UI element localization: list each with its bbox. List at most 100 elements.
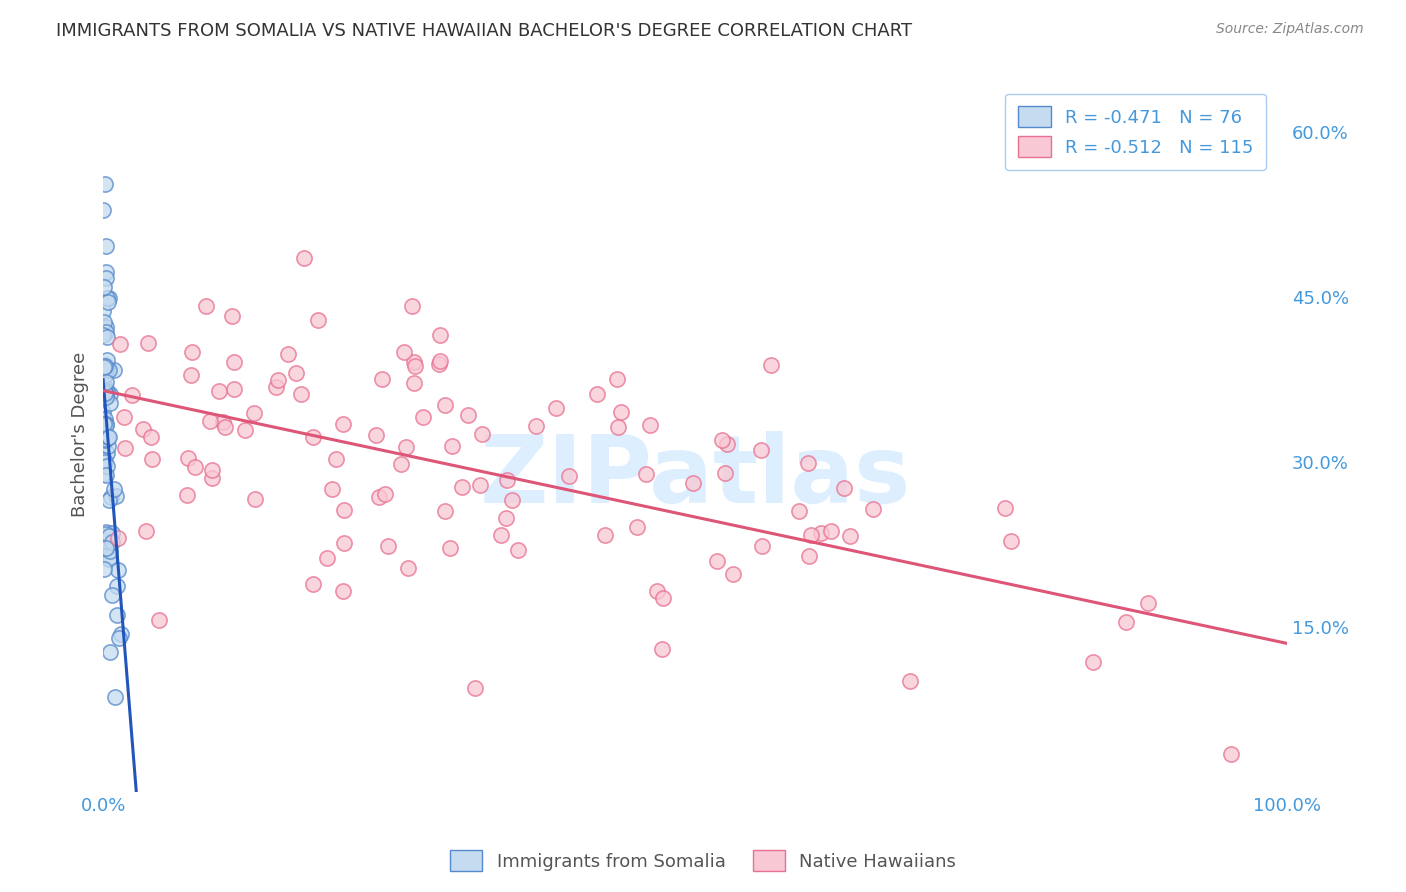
Point (366, 427, 388, 442)
Point (94, 319, 117, 334)
Point (96, 265, 118, 279)
Point (645, 583, 668, 598)
Point (820, 524, 842, 538)
Point (371, 372, 394, 386)
Point (94, 239, 117, 253)
Point (1000, 533, 1022, 548)
Point (290, 387, 312, 401)
Point (93, 417, 115, 432)
Point (301, 577, 323, 591)
Point (208, 384, 231, 398)
Point (994, 501, 1017, 516)
Point (468, 477, 491, 491)
Point (1137, 596, 1160, 610)
Point (402, 355, 425, 369)
Point (103, 483, 125, 497)
Point (626, 519, 648, 533)
Point (176, 488, 198, 502)
Point (832, 481, 855, 495)
Point (96, 362, 118, 376)
Point (377, 539, 399, 553)
Point (96, 330, 118, 344)
Point (266, 380, 288, 394)
Point (429, 328, 451, 343)
Point (135, 524, 157, 538)
Point (105, 607, 128, 622)
Point (429, 353, 451, 368)
Point (93, 452, 115, 467)
Point (1083, 655, 1105, 669)
Point (139, 430, 162, 444)
Point (97, 430, 120, 444)
Point (96, 458, 118, 473)
Point (148, 614, 170, 628)
Point (93, 315, 115, 329)
Point (325, 451, 347, 466)
Point (810, 526, 832, 541)
Point (184, 460, 207, 475)
Point (93, 322, 115, 336)
Point (787, 504, 810, 518)
Point (544, 401, 567, 416)
Point (506, 543, 529, 558)
Point (98, 544, 121, 558)
Point (799, 549, 821, 563)
Point (1115, 615, 1137, 629)
Point (558, 469, 581, 483)
Point (395, 440, 418, 454)
Point (107, 531, 129, 545)
Point (634, 467, 657, 481)
Point (96, 390, 118, 404)
Point (610, 405, 633, 419)
Point (97, 439, 120, 453)
Point (489, 528, 512, 542)
Point (716, 437, 738, 451)
Point (586, 387, 609, 401)
Point (100, 490, 122, 504)
Point (316, 550, 339, 565)
Point (112, 410, 135, 425)
Point (110, 627, 132, 641)
Point (103, 690, 125, 704)
Point (98, 645, 121, 659)
Point (389, 457, 412, 471)
Point (97, 430, 120, 444)
Point (96, 534, 118, 549)
Point (94, 468, 117, 483)
Point (607, 419, 630, 434)
Legend: R = -0.471   N = 76, R = -0.512   N = 115: R = -0.471 N = 76, R = -0.512 N = 115 (1005, 94, 1265, 169)
Point (721, 566, 744, 581)
Point (267, 373, 290, 387)
Point (94, 177, 117, 191)
Point (177, 450, 200, 465)
Point (93, 304, 115, 318)
Point (181, 345, 204, 359)
Point (374, 486, 396, 500)
Point (93, 534, 115, 549)
Point (292, 251, 315, 265)
Point (94, 524, 117, 539)
Point (307, 313, 329, 327)
Point (706, 554, 728, 568)
Point (101, 535, 124, 549)
Point (93, 360, 115, 375)
Point (96, 384, 118, 398)
Point (214, 420, 236, 434)
Point (222, 382, 245, 396)
Point (94, 527, 117, 541)
Point (470, 427, 492, 442)
Point (96, 446, 118, 460)
Point (98, 492, 121, 507)
Point (94, 387, 117, 401)
Point (96, 417, 118, 432)
Point (412, 410, 434, 425)
Point (839, 529, 862, 543)
Point (94, 359, 117, 373)
Point (495, 511, 517, 525)
Point (121, 387, 143, 401)
Point (496, 473, 519, 487)
Point (97, 291, 120, 305)
Point (94, 454, 117, 468)
Point (593, 528, 616, 542)
Point (94, 541, 117, 556)
